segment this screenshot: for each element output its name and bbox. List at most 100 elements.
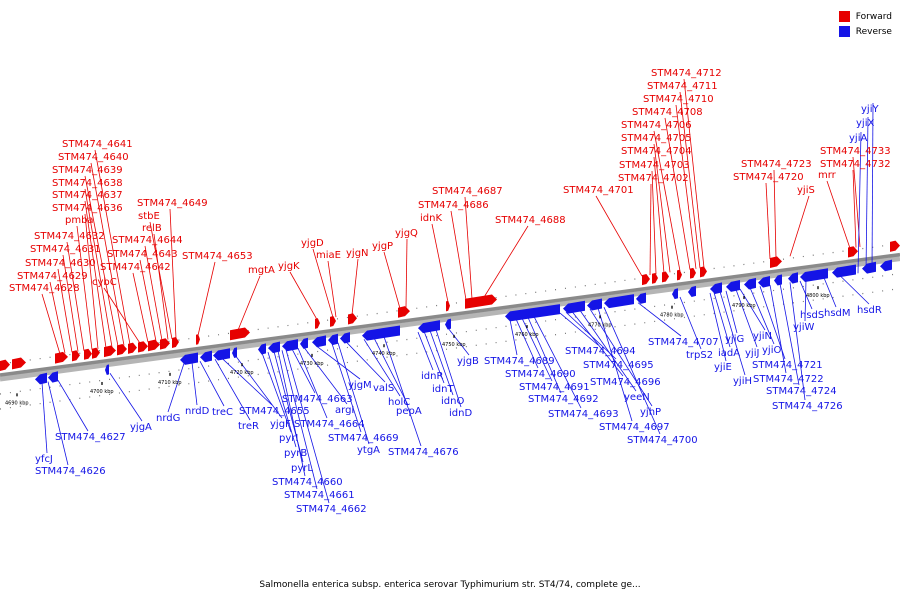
reverse-leader-9 [221, 358, 273, 406]
reverse-leader-15 [281, 350, 318, 490]
forward-gene-14 [196, 334, 200, 345]
reverse-leader-3 [57, 380, 89, 432]
forward-gene-label: yjgQ [395, 228, 418, 239]
reverse-gene-label: yjiJ [745, 348, 759, 359]
forward-gene-label: STM474_4628 [9, 283, 80, 294]
reverse-leader-61 [857, 131, 862, 274]
forward-gene-20 [446, 300, 450, 312]
forward-leader-14 [132, 272, 149, 343]
forward-gene-21 [465, 294, 497, 309]
reverse-gene-label: STM474_4692 [528, 394, 599, 405]
legend-forward: Forward [838, 9, 892, 24]
forward-gene-2 [12, 357, 26, 370]
reverse-leader-18 [297, 347, 328, 419]
reverse-gene-label: yfcJ [35, 454, 53, 465]
reverse-gene-label: hsdR [857, 305, 882, 316]
reverse-gene-label: valS [373, 383, 394, 394]
forward-gene-16 [315, 318, 320, 329]
reverse-leader-27 [417, 331, 434, 371]
forward-leader-26 [383, 251, 401, 309]
reverse-gene-label: hsdS [800, 310, 824, 321]
reverse-gene-label: STM474_4693 [548, 409, 619, 420]
reverse-gene-label: STM474_4664 [294, 419, 365, 430]
legend-reverse-label: Reverse [855, 26, 892, 37]
forward-leader-17 [153, 233, 169, 340]
reverse-gene-label: yeeN [624, 392, 650, 403]
reverse-leader-46 [709, 292, 727, 362]
forward-gene-label: yjgD [301, 238, 324, 249]
reverse-gene-label: argI [335, 405, 354, 416]
axis-tick-label: 4800 kbp [806, 293, 830, 299]
reverse-leader-16 [285, 349, 330, 504]
reverse-gene-label: yjgB [457, 356, 479, 367]
reverse-gene-label: yjiN [753, 331, 772, 342]
axis-tick-label: 4690 kbp [5, 400, 29, 406]
reverse-leader-47 [713, 292, 731, 348]
reverse-gene-label: yjiH [733, 376, 752, 387]
forward-gene-label: stbE [138, 211, 160, 222]
map-caption: Salmonella enterica subsp. enterica sero… [259, 580, 641, 590]
reverse-leader-4 [109, 373, 143, 422]
reverse-gene-15 [362, 325, 400, 341]
reverse-gene-label: STM474_4662 [296, 504, 367, 515]
reverse-gene-34 [880, 259, 892, 272]
reverse-leader-32 [509, 319, 518, 356]
forward-gene-30 [890, 240, 900, 252]
reverse-gene-label: STM474_4700 [627, 435, 698, 446]
forward-gene-25 [677, 269, 682, 281]
legend-reverse: Reverse [838, 24, 892, 39]
reverse-leader-56 [789, 282, 806, 401]
axis-tick-label: 4770 kbp [588, 322, 612, 328]
reverse-leader-31 [447, 327, 470, 356]
forward-gene-label: yjgN [346, 248, 369, 259]
reverse-gene-label: pyrB [284, 448, 307, 459]
axis-tick-label: 4760 kbp [515, 332, 539, 338]
reverse-leader-7 [199, 361, 225, 407]
reverse-leader-60 [839, 275, 870, 305]
forward-gene-10 [138, 341, 148, 353]
forward-leader-1 [41, 293, 61, 355]
reverse-gene-label: nrdG [156, 413, 180, 424]
forward-gene-label: STM474_4644 [112, 235, 183, 246]
reverse-leader-6 [191, 362, 198, 406]
forward-gene-label: STM474_4702 [618, 173, 689, 184]
reverse-gene-14 [340, 332, 350, 344]
reverse-gene-label: STM474_4707 [648, 337, 719, 348]
forward-gene-label: idnK [420, 213, 442, 224]
reverse-leader-53 [759, 286, 786, 360]
reverse-gene-19 [563, 300, 585, 314]
reverse-leader-45 [679, 296, 702, 350]
backbone-line [0, 252, 900, 377]
forward-gene-label: STM474_4708 [632, 107, 703, 118]
reverse-gene-label: yjhP [640, 407, 661, 418]
reverse-swatch [838, 26, 850, 37]
forward-gene-6 [92, 347, 100, 359]
reverse-leader-35 [527, 317, 562, 394]
forward-gene-label: STM474_4631 [30, 244, 101, 255]
reverse-gene-33 [862, 261, 876, 274]
reverse-leader-62 [865, 116, 869, 273]
legend: Forward Reverse [838, 9, 892, 39]
forward-leader-4 [62, 254, 79, 352]
reverse-gene-label: yjgA [130, 422, 152, 433]
reverse-gene-27 [744, 277, 756, 290]
reverse-leader-40 [579, 310, 637, 392]
reverse-gene-21 [604, 294, 634, 309]
reverse-gene-6 [213, 348, 230, 361]
forward-gene-8 [117, 344, 127, 356]
forward-leader-9 [84, 188, 113, 348]
forward-gene-label: relB [142, 223, 162, 234]
forward-leader-29 [450, 210, 467, 300]
forward-gene-label: STM474_4723 [741, 159, 812, 170]
reverse-gene-label: yjiW [793, 322, 814, 333]
forward-leader-35 [653, 156, 665, 274]
forward-gene-label: STM474_4706 [621, 120, 692, 131]
reverse-gene-30 [788, 272, 798, 284]
forward-gene-label: yjiS [797, 185, 815, 196]
reverse-gene-4 [180, 352, 198, 365]
forward-leader-27 [405, 238, 408, 308]
reverse-leader-22 [337, 342, 370, 445]
axis-tick-label: 4720 kbp [230, 370, 254, 376]
reverse-leader-50 [735, 289, 758, 348]
